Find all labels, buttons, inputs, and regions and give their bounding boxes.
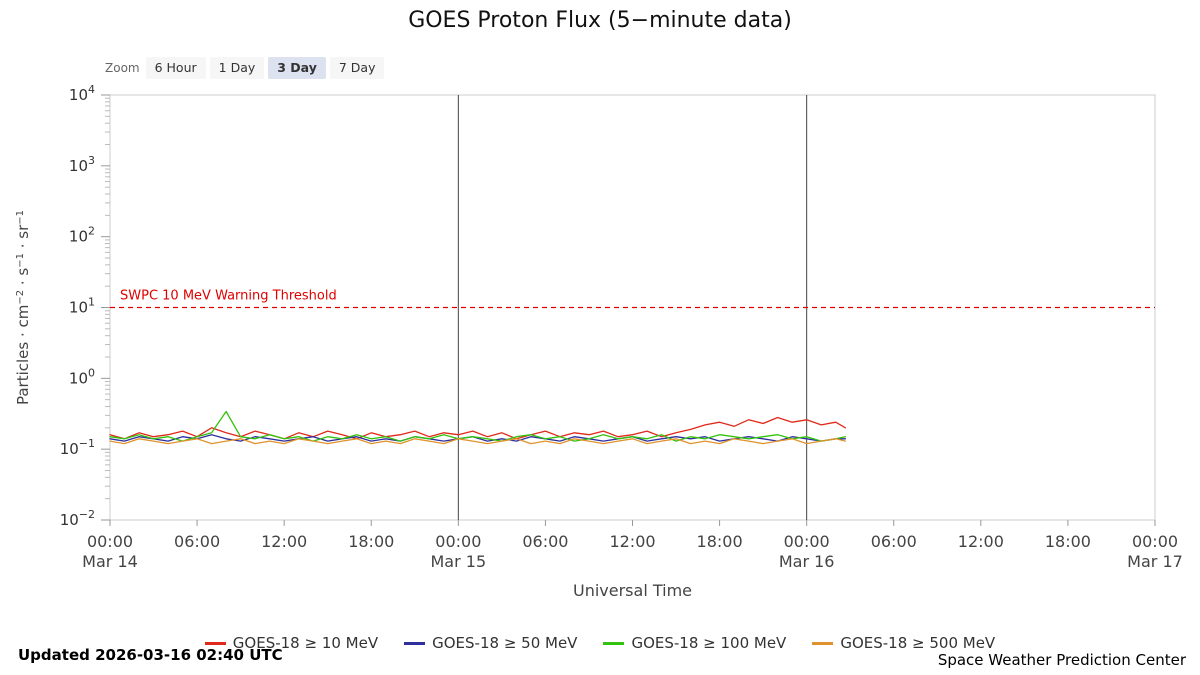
legend-swatch-icon bbox=[204, 641, 226, 645]
zoom-button-1-day[interactable]: 1 Day bbox=[209, 57, 265, 79]
zoom-controls: Zoom 6 Hour 1 Day 3 Day 7 Day bbox=[105, 57, 385, 79]
zoom-button-6-hour[interactable]: 6 Hour bbox=[145, 57, 206, 79]
y-tick-label: 10−2 bbox=[60, 508, 95, 529]
x-tick-label: 12:00 bbox=[958, 532, 1004, 551]
updated-text: Updated 2026-03-16 02:40 UTC bbox=[18, 646, 283, 664]
x-tick-label: 00:00 bbox=[784, 532, 830, 551]
x-axis-title: Universal Time bbox=[573, 581, 692, 600]
legend-swatch-icon bbox=[812, 641, 834, 645]
series-line bbox=[109, 438, 847, 445]
series-line bbox=[109, 416, 847, 440]
y-tick-label: 104 bbox=[69, 83, 95, 104]
page-title: GOES Proton Flux (5−minute data) bbox=[408, 8, 792, 33]
series-line bbox=[109, 410, 847, 442]
credit-text: Space Weather Prediction Center bbox=[937, 651, 1186, 669]
legend-label: GOES-18 ≥ 500 MeV bbox=[840, 634, 996, 652]
x-date-label: Mar 15 bbox=[431, 552, 487, 571]
x-tick-label: 06:00 bbox=[871, 532, 917, 551]
y-axis-title: Particles · cm−2 · s−1 · sr−1 bbox=[14, 210, 32, 405]
y-tick-label: 10−1 bbox=[60, 437, 95, 458]
x-tick-label: 06:00 bbox=[522, 532, 568, 551]
legend-label: GOES-18 ≥ 100 MeV bbox=[631, 634, 787, 652]
legend-label: GOES-18 ≥ 10 MeV bbox=[232, 634, 379, 652]
zoom-button-7-day[interactable]: 7 Day bbox=[329, 57, 385, 79]
legend-item[interactable]: GOES-18 ≥ 100 MeV bbox=[603, 634, 786, 652]
x-date-label: Mar 14 bbox=[82, 552, 138, 571]
x-tick-label: 12:00 bbox=[609, 532, 655, 551]
y-tick-label: 103 bbox=[69, 154, 95, 175]
x-date-label: Mar 17 bbox=[1127, 552, 1183, 571]
x-tick-label: 00:00 bbox=[435, 532, 481, 551]
x-tick-label: 18:00 bbox=[348, 532, 394, 551]
legend: GOES-18 ≥ 10 MeV GOES-18 ≥ 50 MeV GOES-18 … bbox=[0, 634, 1200, 652]
y-tick-label: 101 bbox=[69, 296, 95, 317]
legend-item[interactable]: GOES-18 ≥ 10 MeV bbox=[204, 634, 379, 652]
x-tick-label: 00:00 bbox=[1132, 532, 1178, 551]
legend-item[interactable]: GOES-18 ≥ 50 MeV bbox=[404, 634, 577, 652]
legend-item[interactable]: GOES-18 ≥ 500 MeV bbox=[812, 634, 995, 652]
y-tick-label: 102 bbox=[69, 225, 95, 246]
legend-swatch-icon bbox=[404, 641, 426, 645]
threshold-label: SWPC 10 MeV Warning Threshold bbox=[120, 289, 337, 304]
chart-svg: SWPC 10 MeV Warning Threshold 104 103 102 10… bbox=[14, 83, 1183, 600]
x-tick-label: 12:00 bbox=[261, 532, 307, 551]
legend-swatch-icon bbox=[603, 641, 625, 645]
x-tick-label: 18:00 bbox=[1045, 532, 1091, 551]
x-tick-label: 06:00 bbox=[174, 532, 220, 551]
x-tick-label: 00:00 bbox=[87, 532, 133, 551]
zoom-label: Zoom bbox=[105, 61, 140, 75]
x-date-label: Mar 16 bbox=[779, 552, 835, 571]
legend-label: GOES-18 ≥ 50 MeV bbox=[432, 634, 578, 652]
y-tick-label: 100 bbox=[69, 366, 95, 387]
x-tick-label: 18:00 bbox=[697, 532, 743, 551]
zoom-button-3-day[interactable]: 3 Day bbox=[268, 57, 326, 79]
